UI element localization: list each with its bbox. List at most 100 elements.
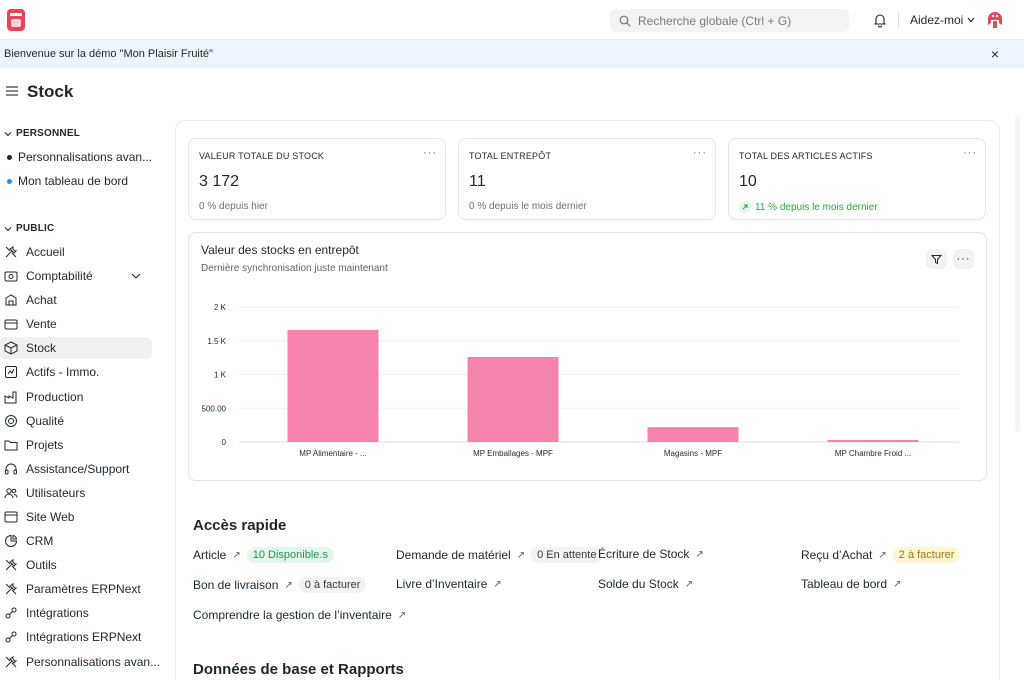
x-tick-label: MP Chambre Froid ... <box>835 449 911 458</box>
sidebar-item-assistance[interactable]: Assistance/Support <box>0 458 152 480</box>
shortcut-stock-entry[interactable]: Écriture de Stock ↗ <box>598 547 704 561</box>
shortcut-stock-balance[interactable]: Solde du Stock ↗ <box>598 577 693 591</box>
y-tick-label: 1 K <box>214 371 227 380</box>
arrow-up-right-icon: ↗ <box>695 548 704 560</box>
scrollbar[interactable] <box>1015 116 1020 432</box>
card-value: 3 172 <box>199 173 240 190</box>
bell-icon[interactable] <box>872 12 888 28</box>
more-icon[interactable]: ··· <box>963 147 977 159</box>
status-badge: 2 à facturer <box>892 547 961 563</box>
card-label: VALEUR TOTALE DU STOCK <box>199 151 325 161</box>
sidebar-item-comptabilite[interactable]: Comptabilité <box>0 265 152 287</box>
chart-title: Valeur des stocks en entrepôt <box>201 243 359 257</box>
sidebar-item-accueil[interactable]: Accueil <box>0 241 152 263</box>
sidebar-item-integrations[interactable]: Intégrations <box>0 602 152 624</box>
sidebar-item-parametres-erpnext[interactable]: Paramètres ERPNext <box>0 578 152 600</box>
status-badge: 0 à facturer <box>298 577 367 593</box>
status-badge: 0 En attente <box>531 547 603 563</box>
bar[interactable] <box>467 356 559 442</box>
card-label: TOTAL ENTREPÔT <box>469 151 552 161</box>
chevron-down-icon <box>4 226 12 231</box>
shortcut-label: Tableau de bord <box>801 577 888 591</box>
number-card-total-active-items[interactable]: TOTAL DES ARTICLES ACTIFS ··· 10 11 % de… <box>728 138 986 220</box>
search-input[interactable] <box>638 13 838 28</box>
sidebar-item-personal-customizations[interactable]: Personnalisations avan... <box>7 150 152 164</box>
more-icon[interactable]: ··· <box>693 147 707 159</box>
bar[interactable] <box>287 329 379 442</box>
shortcut-purchase-receipt[interactable]: Reçu d’Achat ↗ 2 à facturer <box>801 547 961 563</box>
x-tick-label: Magasins - MPF <box>664 449 722 458</box>
shortcut-material-request[interactable]: Demande de matériel ↗ 0 En attente <box>396 547 603 563</box>
number-card-total-warehouse[interactable]: TOTAL ENTREPÔT ··· 11 0 % depuis le mois… <box>458 138 716 220</box>
bar-chart: 0 500.00 1 K 1.5 K 2 K MP Alimentaire - ... MP… <box>202 303 959 458</box>
headset-icon <box>5 463 17 475</box>
sidebar-item-label: Personnalisations avan... <box>18 150 153 164</box>
bar[interactable] <box>827 439 919 442</box>
shortcut-delivery-note[interactable]: Bon de livraison ↗ 0 à facturer <box>193 577 367 593</box>
shortcut-dashboard[interactable]: Tableau de bord ↗ <box>801 577 901 591</box>
box-icon <box>4 341 18 355</box>
x-tick-label: MP Emballages - MPF <box>473 449 553 458</box>
sidebar-item-label: Achat <box>26 293 57 307</box>
arrow-up-right-icon: ↗ <box>893 578 902 590</box>
bar[interactable] <box>647 427 739 442</box>
sidebar-item-label: Production <box>26 390 84 404</box>
users-icon <box>4 488 18 499</box>
accounting-icon <box>4 271 18 282</box>
tools-icon <box>5 655 18 668</box>
arrow-up-right-icon: ↗ <box>684 578 694 590</box>
sidebar-item-site-web[interactable]: Site Web <box>0 506 152 528</box>
sidebar-item-actifs[interactable]: Actifs - Immo. <box>0 361 152 383</box>
bullet-icon <box>7 178 12 184</box>
sidebar-item-label: Qualité <box>26 414 65 428</box>
sidebar-item-personnalisations[interactable]: Personnalisations avan... <box>0 651 160 673</box>
filter-button[interactable] <box>926 249 947 269</box>
sidebar-item-achat[interactable]: Achat <box>0 289 152 311</box>
sale-icon <box>4 319 18 330</box>
sidebar-item-my-dashboard[interactable]: Mon tableau de bord <box>7 174 128 188</box>
shortcut-label: Demande de matériel <box>396 548 511 562</box>
y-tick-label: 2 K <box>214 303 227 312</box>
card-label: TOTAL DES ARTICLES ACTIFS <box>739 151 873 161</box>
sidebar-item-stock[interactable]: Stock <box>0 337 152 359</box>
shortcut-understand-inventory[interactable]: Comprendre la gestion de l’inventaire ↗ <box>193 608 406 622</box>
sidebar-item-label: Vente <box>26 317 57 331</box>
shortcut-stock-ledger[interactable]: Livre d’Inventaire ↗ <box>396 577 502 591</box>
card-trend-text: 0 % depuis hier <box>199 201 268 212</box>
section-personal-toggle[interactable]: PERSONNEL <box>4 128 80 139</box>
arrow-up-right-icon: ↗ <box>493 578 502 590</box>
more-icon[interactable]: ··· <box>953 249 974 269</box>
sidebar-item-label: Accueil <box>26 245 65 259</box>
sidebar-item-crm[interactable]: CRM <box>0 530 152 552</box>
sidebar-item-label: Projets <box>26 438 64 452</box>
sidebar-item-label: Outils <box>26 558 57 572</box>
sidebar-item-production[interactable]: Production <box>0 386 152 408</box>
global-search[interactable] <box>610 9 849 32</box>
sidebar-item-outils[interactable]: Outils <box>0 554 152 576</box>
sidebar-item-vente[interactable]: Vente <box>0 313 152 335</box>
search-icon <box>619 15 631 27</box>
app-logo-icon[interactable] <box>7 9 25 31</box>
sidebar-toggle-icon[interactable] <box>6 86 18 96</box>
avatar[interactable] <box>984 9 1006 31</box>
shortcut-label: Livre d’Inventaire <box>396 577 488 591</box>
sidebar-item-label: Mon tableau de bord <box>18 174 129 188</box>
section-public-toggle[interactable]: PUBLIC <box>4 223 54 234</box>
shortcut-article[interactable]: Article ↗ 10 Disponible.s <box>193 547 334 563</box>
sidebar-item-label: Paramètres ERPNext <box>26 582 141 596</box>
help-dropdown[interactable]: Aidez-moi <box>910 13 975 27</box>
close-icon[interactable]: × <box>990 46 1000 62</box>
arrow-up-right-icon: ↗ <box>284 579 293 591</box>
chevron-down-icon[interactable] <box>131 272 141 280</box>
sidebar-item-qualite[interactable]: Qualité <box>0 410 152 432</box>
sidebar-item-projets[interactable]: Projets <box>0 434 152 456</box>
sidebar-item-utilisateurs[interactable]: Utilisateurs <box>0 482 152 504</box>
more-icon[interactable]: ··· <box>423 147 437 159</box>
number-card-total-stock-value[interactable]: VALEUR TOTALE DU STOCK ··· 3 172 0 % dep… <box>188 138 446 220</box>
sidebar-item-label: Comptabilité <box>26 269 93 283</box>
integration-icon <box>5 607 17 619</box>
tools-icon <box>5 558 18 571</box>
sidebar-item-label: Intégrations <box>26 606 89 620</box>
sidebar-item-integrations-erpnext[interactable]: Intégrations ERPNext <box>0 626 152 648</box>
crm-icon <box>5 534 18 547</box>
